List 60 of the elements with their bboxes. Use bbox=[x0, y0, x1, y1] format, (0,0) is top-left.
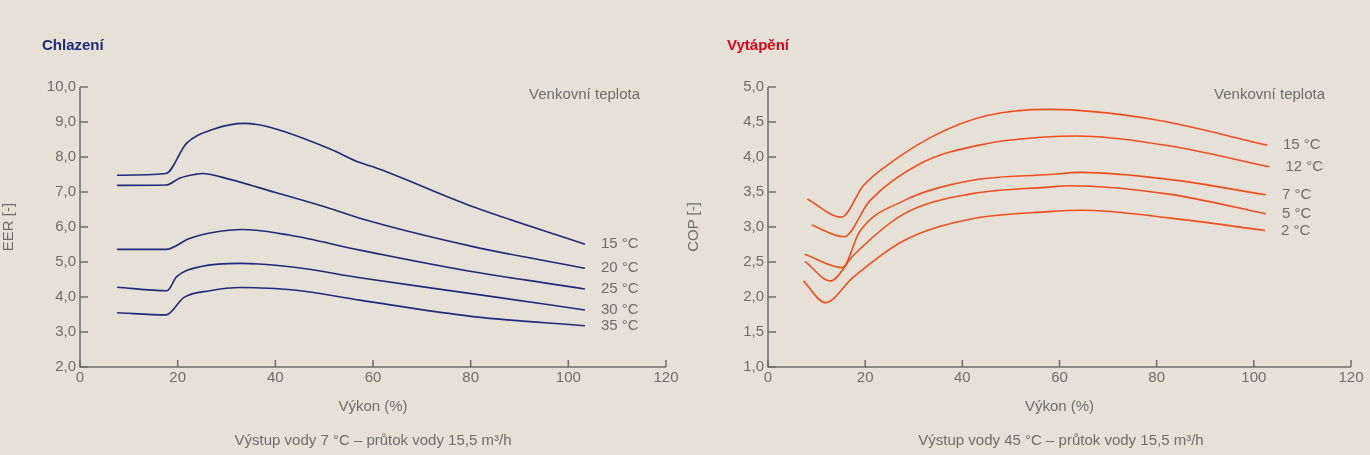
x-tick-label: 120 bbox=[1338, 368, 1364, 386]
y-tick-label: 3,0 bbox=[55, 322, 76, 340]
series-label: 12 °C bbox=[1285, 156, 1324, 174]
line-series bbox=[116, 122, 586, 245]
x-tick-label: 60 bbox=[1051, 368, 1068, 386]
x-tick-label: 100 bbox=[555, 368, 581, 386]
chart-title: Vytápění bbox=[727, 36, 789, 53]
series-label: 25 °C bbox=[600, 279, 639, 297]
y-tick-label: 4,0 bbox=[55, 287, 76, 305]
y-tick-label: 4,0 bbox=[743, 147, 764, 165]
series-label: 20 °C bbox=[600, 258, 639, 276]
x-tick-label: 120 bbox=[653, 368, 679, 386]
y-tick-label: 2,5 bbox=[743, 252, 764, 270]
y-tick-label: 3,5 bbox=[743, 182, 764, 200]
x-tick-label: 60 bbox=[364, 368, 382, 386]
series-label: 15 °C bbox=[1282, 135, 1321, 153]
series-label: 15 °C bbox=[600, 234, 639, 252]
series-label: 2 °C bbox=[1281, 220, 1311, 238]
x-tick-label: 100 bbox=[1241, 368, 1267, 386]
series-label: 5 °C bbox=[1281, 203, 1312, 221]
x-tick-label: 80 bbox=[1148, 368, 1166, 386]
y-tick-label: 2,0 bbox=[55, 357, 76, 375]
line-series bbox=[802, 209, 1266, 304]
x-axis-title: Výkon (%) bbox=[338, 397, 408, 415]
y-tick-label: 10,0 bbox=[46, 77, 76, 95]
y-tick-label: 5,0 bbox=[55, 252, 76, 270]
x-tick-label: 20 bbox=[169, 368, 187, 386]
legend-title: Venkovní teplota bbox=[529, 85, 641, 103]
x-tick-label: 80 bbox=[462, 368, 480, 386]
legend-title: Venkovní teplota bbox=[1214, 85, 1326, 103]
series-label: 7 °C bbox=[1281, 184, 1312, 202]
x-tick-label: 20 bbox=[856, 368, 874, 386]
y-tick-label: 7,0 bbox=[55, 182, 76, 200]
line-series bbox=[810, 135, 1271, 238]
y-tick-label: 6,0 bbox=[55, 217, 76, 235]
line-series bbox=[806, 108, 1268, 218]
y-tick-label: 1,5 bbox=[743, 322, 764, 340]
x-tick-label: 40 bbox=[953, 368, 971, 386]
y-tick-label: 4,5 bbox=[743, 112, 764, 130]
x-tick-label: 0 bbox=[763, 368, 773, 386]
x-axis-title: Výkon (%) bbox=[1024, 397, 1095, 415]
line-series bbox=[116, 286, 586, 327]
series-label: 30 °C bbox=[600, 300, 639, 318]
x-tick-label: 0 bbox=[75, 368, 85, 386]
text: Výstup vody 7 °C – průtok vody 15,5 m³/h bbox=[234, 431, 512, 448]
text: Výstup vody 45 °C – průtok vody 15,5 m³/h bbox=[918, 431, 1204, 448]
chart-title: Chlazení bbox=[42, 36, 104, 53]
y-axis-title: EER [-] bbox=[0, 202, 17, 252]
x-tick-label: 40 bbox=[266, 368, 284, 386]
series-label: 35 °C bbox=[600, 315, 639, 333]
line-series bbox=[116, 262, 586, 311]
y-axis-title: COP [-] bbox=[684, 202, 702, 252]
y-tick-label: 2,0 bbox=[743, 287, 764, 305]
y-tick-label: 3,0 bbox=[743, 217, 764, 235]
y-tick-label: 8,0 bbox=[55, 147, 76, 165]
line-series bbox=[116, 172, 586, 270]
line-series bbox=[116, 228, 586, 290]
y-tick-label: 1,0 bbox=[743, 357, 764, 375]
y-tick-label: 5,0 bbox=[743, 77, 764, 95]
y-tick-label: 9,0 bbox=[55, 112, 76, 130]
